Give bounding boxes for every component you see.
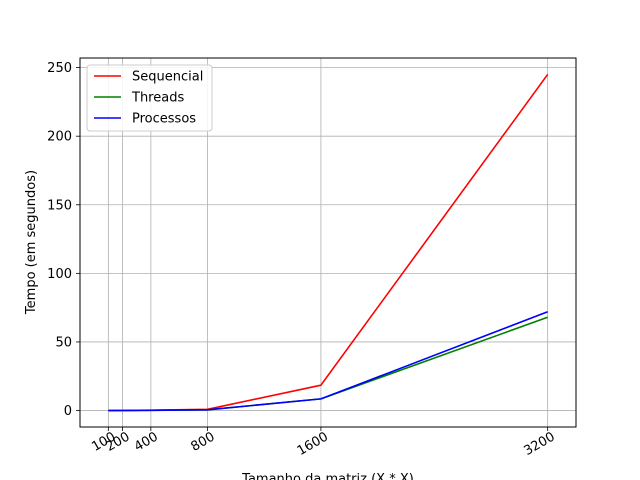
series-lines	[108, 73, 549, 412]
series-line-processos	[108, 311, 548, 412]
legend-label: Sequencial	[132, 70, 203, 85]
y-axis-ticks: 0 50 100 150 200 250	[47, 61, 80, 419]
x-axis-label: Tamanho da matriz (X * X)	[241, 472, 414, 480]
legend: Sequencial Threads Processos	[86, 64, 213, 132]
y-tick-label: 100	[47, 267, 72, 282]
legend-box	[86, 64, 213, 132]
y-tick-label: 0	[64, 404, 72, 419]
plot-frame	[79, 57, 577, 428]
legend-label: Threads	[131, 91, 184, 106]
legend-label: Processos	[132, 112, 196, 127]
y-tick-label: 150	[47, 198, 72, 213]
y-tick-label: 250	[47, 61, 72, 76]
y-tick-label: 50	[55, 335, 72, 350]
y-tick-label: 200	[47, 130, 72, 145]
y-axis-label: Tempo (em segundos)	[24, 170, 39, 315]
